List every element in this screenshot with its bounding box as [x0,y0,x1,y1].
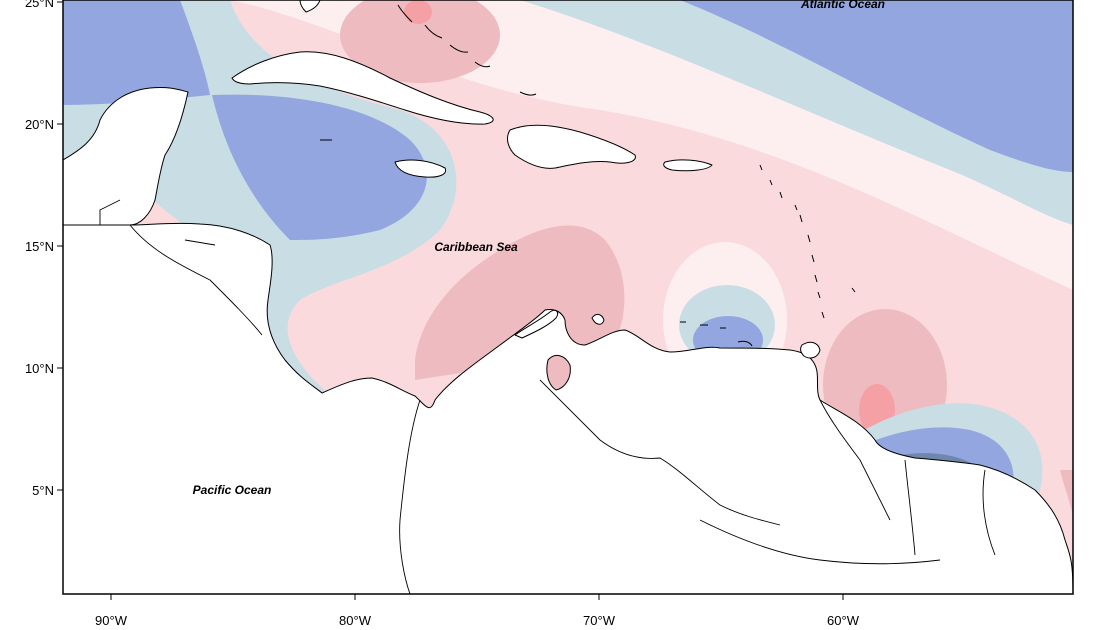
label-atlantic-ocean: Atlantic Ocean [800,0,885,11]
border-panama-colombia [399,399,421,594]
land-cuba [231,51,494,125]
coastlines [63,0,1073,594]
field-neg-west [63,0,210,105]
land-florida [299,0,321,13]
land-yucatan [63,87,189,226]
border-guyana-suriname [904,459,916,556]
border-suriname-fg [982,469,996,556]
lat-tick-label: 25°N [25,0,54,10]
land-bahamas-1 [397,4,413,23]
border-colombia-venezuela [539,379,781,526]
land-abc-islands [680,321,726,329]
border-central-america [99,199,263,336]
land-trinidad [800,341,821,359]
label-caribbean-sea: Caribbean Sea [434,240,518,254]
map-frame [62,0,1074,595]
land-lesser-antilles [759,164,856,319]
land-guajira [514,309,559,339]
field-strongpos-bahamas [404,0,432,24]
land-turks [519,91,537,96]
lat-tick-label: 20°N [25,117,54,132]
lon-tick-label: 70°W [583,613,616,628]
land-hispaniola [507,124,636,169]
lat-tick-label: 5°N [32,483,54,498]
label-pacific-ocean: Pacific Ocean [193,483,272,497]
field-pos-east [1060,470,1073,520]
lon-tick-label: 80°W [339,613,372,628]
land-bahamas-3 [449,44,469,53]
land-paraguana [591,313,605,325]
land-bahamas-4 [474,61,491,68]
border-brazil [699,519,941,565]
field-pos-bahamas [340,0,500,83]
land-jamaica [394,159,447,178]
lon-axis: 90°W 80°W 70°W 60°W [95,594,860,628]
border-venezuela-guyana [819,399,891,521]
lat-tick-label: 10°N [25,361,54,376]
land-bahamas-2 [424,24,443,39]
land-margarita [737,340,753,347]
lat-axis: 25°N 20°N 15°N 10°N 5°N [25,0,63,498]
field-neg-caribbean-west [212,94,427,240]
lon-tick-label: 90°W [95,613,128,628]
land-central-south-america [63,222,1073,594]
lon-tick-label: 60°W [827,613,860,628]
lat-tick-label: 15°N [25,239,54,254]
land-lake-maracaibo [546,354,571,391]
land-puerto-rico [663,159,713,172]
field-neg-atlantic [680,0,1073,172]
